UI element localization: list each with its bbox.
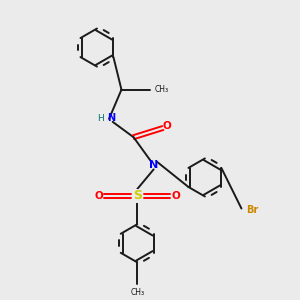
Text: CH₃: CH₃ [130,288,144,297]
Text: N: N [107,113,115,123]
Text: CH₃: CH₃ [154,85,169,94]
Text: H: H [98,114,104,123]
Text: O: O [94,191,103,201]
Text: N: N [149,160,158,170]
Text: Br: Br [246,205,258,215]
Text: O: O [171,191,180,201]
Text: S: S [133,189,142,202]
Text: O: O [163,121,172,131]
